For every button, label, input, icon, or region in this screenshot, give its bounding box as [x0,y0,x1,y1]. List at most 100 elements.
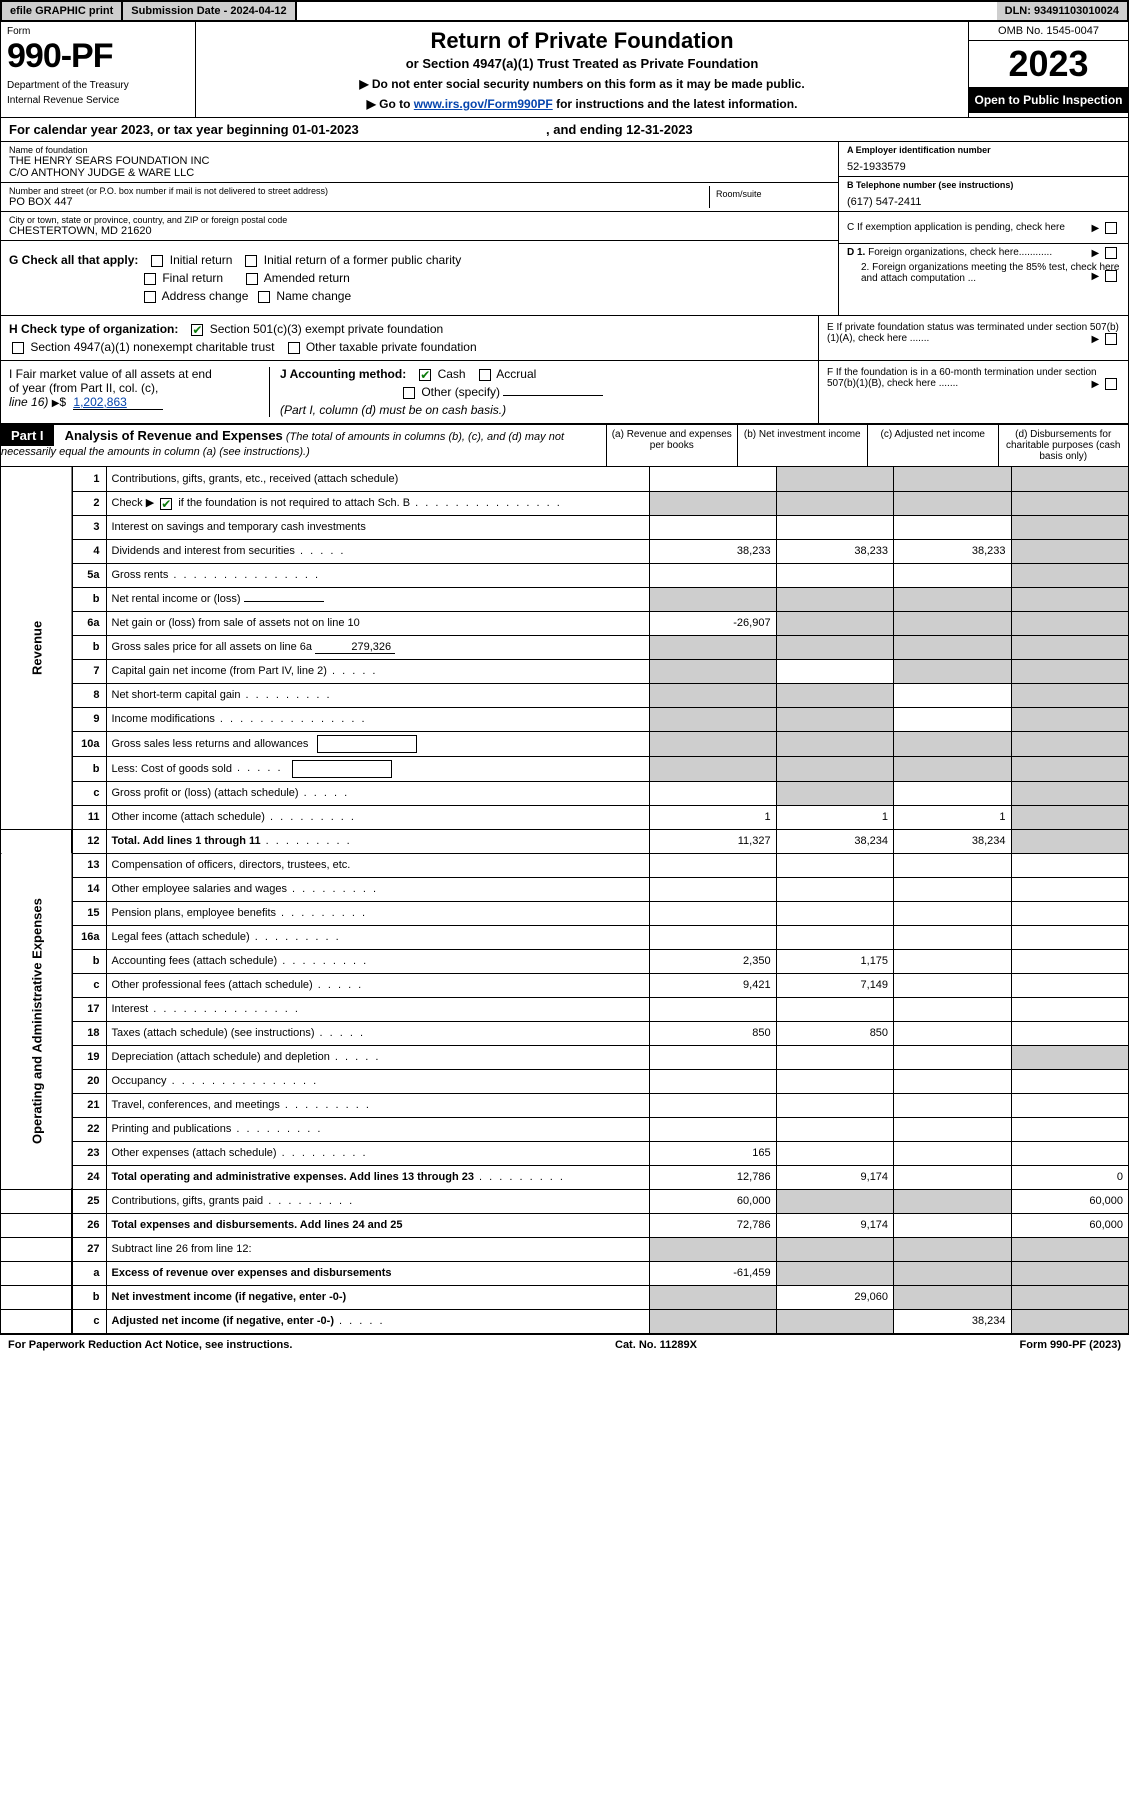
h-label: H Check type of organization: [9,322,178,336]
accrual-checkbox[interactable] [479,369,491,381]
efile-label: efile GRAPHIC print [2,2,123,20]
topbar-spacer [297,2,997,20]
g-label: G Check all that apply: [9,253,138,267]
omb-number: OMB No. 1545-0047 [969,22,1128,41]
col-b-header: (b) Net investment income [737,425,868,466]
table-row: 26Total expenses and disbursements. Add … [1,1213,1129,1237]
dept-treasury: Department of the Treasury [7,80,189,91]
form990pf-link[interactable]: www.irs.gov/Form990PF [414,97,553,111]
form-number: 990-PF [7,37,189,76]
table-row: 25Contributions, gifts, grants paid60,00… [1,1189,1129,1213]
form-title: Return of Private Foundation [206,28,958,54]
table-row: Revenue 1Contributions, gifts, grants, e… [1,467,1129,491]
col-d-header: (d) Disbursements for charitable purpose… [998,425,1129,466]
revenue-label: Revenue [1,467,73,829]
table-row: 16aLegal fees (attach schedule) [1,925,1129,949]
table-row: 12Total. Add lines 1 through 1111,32738,… [1,829,1129,853]
table-row: aExcess of revenue over expenses and dis… [1,1261,1129,1285]
table-row: 4Dividends and interest from securities3… [1,539,1129,563]
col-a-header: (a) Revenue and expenses per books [606,425,737,466]
table-row: cAdjusted net income (if negative, enter… [1,1309,1129,1333]
j-accounting: J Accounting method: Cash Accrual Other … [269,367,810,417]
table-row: 20Occupancy [1,1069,1129,1093]
table-row: 22Printing and publications [1,1117,1129,1141]
table-row: 5aGross rents [1,563,1129,587]
identity-block: Name of foundation THE HENRY SEARS FOUND… [0,142,1129,316]
f-checkbox[interactable] [1105,378,1117,390]
table-row: 3Interest on savings and temporary cash … [1,515,1129,539]
table-row: bAccounting fees (attach schedule)2,3501… [1,949,1129,973]
table-row: 27Subtract line 26 from line 12: [1,1237,1129,1261]
4947-checkbox[interactable] [12,342,24,354]
form-number-block: Form 990-PF Department of the Treasury I… [1,22,196,117]
page-footer: For Paperwork Reduction Act Notice, see … [0,1334,1129,1355]
g-check-row: G Check all that apply: Initial return I… [1,241,838,315]
table-row: bLess: Cost of goods sold [1,756,1129,781]
table-row: 24Total operating and administrative exp… [1,1165,1129,1189]
table-row: Operating and Administrative Expenses 13… [1,853,1129,877]
address-change-checkbox[interactable] [144,291,156,303]
e-checkbox[interactable] [1105,333,1117,345]
table-row: 10aGross sales less returns and allowanc… [1,731,1129,756]
table-row: 2 Check ▶ if the foundation is not requi… [1,491,1129,515]
table-row: 21Travel, conferences, and meetings [1,1093,1129,1117]
ij-row: I Fair market value of all assets at end… [0,361,1129,424]
table-row: 23Other expenses (attach schedule)165 [1,1141,1129,1165]
501c3-checkbox[interactable] [191,324,203,336]
dln: DLN: 93491103010024 [997,2,1127,20]
table-row: 6aNet gain or (loss) from sale of assets… [1,611,1129,635]
address-row: Number and street (or P.O. box number if… [1,183,838,212]
i-fmv: I Fair market value of all assets at end… [9,367,269,417]
table-row: bNet rental income or (loss) [1,587,1129,611]
e-row: E If private foundation status was termi… [818,316,1128,360]
schb-checkbox[interactable] [160,498,172,510]
table-row: 18Taxes (attach schedule) (see instructi… [1,1021,1129,1045]
form-label: Form [7,26,189,37]
footer-left: For Paperwork Reduction Act Notice, see … [8,1339,292,1351]
form-header: Form 990-PF Department of the Treasury I… [0,22,1129,118]
form-note-link: ▶ Go to www.irs.gov/Form990PF for instru… [206,97,958,111]
city-row: City or town, state or province, country… [1,212,838,241]
footer-catno: Cat. No. 11289X [615,1339,697,1351]
calendar-year-row: For calendar year 2023, or tax year begi… [0,118,1129,142]
d-row: D 1. D 1. Foreign organizations, check h… [839,244,1128,287]
amended-return-checkbox[interactable] [246,273,258,285]
form-subtitle: or Section 4947(a)(1) Trust Treated as P… [206,56,958,71]
opex-label: Operating and Administrative Expenses [1,853,73,1189]
table-row: 7Capital gain net income (from Part IV, … [1,659,1129,683]
open-public-badge: Open to Public Inspection [969,87,1128,113]
table-row: 9Income modifications [1,707,1129,731]
d1-checkbox[interactable] [1105,247,1117,259]
final-return-checkbox[interactable] [144,273,156,285]
h-row: H Check type of organization: Section 50… [0,316,1129,361]
footer-formno: Form 990-PF (2023) [1020,1339,1121,1351]
name-change-checkbox[interactable] [258,291,270,303]
initial-return-checkbox[interactable] [151,255,163,267]
exemption-checkbox[interactable] [1105,222,1117,234]
tax-year: 2023 [969,41,1128,87]
form-note-ssn: ▶ Do not enter social security numbers o… [206,77,958,91]
table-row: 17Interest [1,997,1129,1021]
table-row: 15Pension plans, employee benefits [1,901,1129,925]
form-year-block: OMB No. 1545-0047 2023 Open to Public In… [968,22,1128,117]
cash-checkbox[interactable] [419,369,431,381]
table-row: cGross profit or (loss) (attach schedule… [1,781,1129,805]
exemption-row: C If exemption application is pending, c… [839,212,1128,244]
part1-table: Revenue 1Contributions, gifts, grants, e… [0,467,1129,1334]
other-method-checkbox[interactable] [403,387,415,399]
phone-row: B Telephone number (see instructions) (6… [839,177,1128,212]
j-note: (Part I, column (d) must be on cash basi… [280,403,810,417]
ein-row: A Employer identification number 52-1933… [839,142,1128,177]
foundation-name-row: Name of foundation THE HENRY SEARS FOUND… [1,142,838,183]
initial-former-checkbox[interactable] [245,255,257,267]
form-title-block: Return of Private Foundation or Section … [196,22,968,117]
other-taxable-checkbox[interactable] [288,342,300,354]
part1-header: Part I Analysis of Revenue and Expenses … [0,424,1129,467]
submission-date: Submission Date - 2024-04-12 [123,2,296,20]
table-row: 14Other employee salaries and wages [1,877,1129,901]
top-bar: efile GRAPHIC print Submission Date - 20… [0,0,1129,22]
table-row: 11Other income (attach schedule)111 [1,805,1129,829]
f-row: F If the foundation is in a 60-month ter… [818,361,1128,423]
table-row: bNet investment income (if negative, ent… [1,1285,1129,1309]
fmv-amount[interactable]: 1,202,863 [73,395,163,410]
